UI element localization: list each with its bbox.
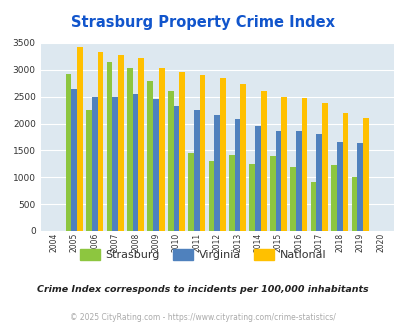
Bar <box>147 81 153 231</box>
Bar <box>86 110 92 231</box>
Bar <box>112 97 118 231</box>
Bar <box>301 98 307 231</box>
Bar <box>330 165 336 231</box>
Bar <box>118 55 124 231</box>
Bar <box>281 97 286 231</box>
Bar <box>351 177 356 231</box>
Bar <box>356 144 362 231</box>
Bar <box>138 58 144 231</box>
Bar <box>106 62 112 231</box>
Bar <box>179 73 185 231</box>
Bar <box>199 75 205 231</box>
Bar <box>255 126 260 231</box>
Bar <box>336 142 342 231</box>
Legend: Strasburg, Virginia, National: Strasburg, Virginia, National <box>75 245 330 265</box>
Bar <box>290 167 295 231</box>
Bar <box>260 91 266 231</box>
Bar <box>269 156 275 231</box>
Bar <box>132 94 138 231</box>
Bar <box>167 91 173 231</box>
Bar <box>66 74 71 231</box>
Bar <box>97 52 103 231</box>
Bar <box>240 84 245 231</box>
Bar <box>77 47 83 231</box>
Bar <box>220 78 225 231</box>
Bar <box>127 68 132 231</box>
Bar <box>228 155 234 231</box>
Bar <box>71 88 77 231</box>
Bar <box>275 130 281 231</box>
Text: Crime Index corresponds to incidents per 100,000 inhabitants: Crime Index corresponds to incidents per… <box>37 285 368 294</box>
Bar <box>208 161 214 231</box>
Bar <box>234 119 240 231</box>
Text: © 2025 CityRating.com - https://www.cityrating.com/crime-statistics/: © 2025 CityRating.com - https://www.city… <box>70 313 335 322</box>
Bar <box>214 115 220 231</box>
Bar <box>362 117 368 231</box>
Text: Strasburg Property Crime Index: Strasburg Property Crime Index <box>71 15 334 30</box>
Bar <box>92 97 97 231</box>
Bar <box>153 99 158 231</box>
Bar <box>295 130 301 231</box>
Bar <box>194 110 199 231</box>
Bar <box>315 134 321 231</box>
Bar <box>173 106 179 231</box>
Bar <box>158 68 164 231</box>
Bar <box>342 113 347 231</box>
Bar <box>249 164 255 231</box>
Bar <box>188 152 194 231</box>
Bar <box>321 103 327 231</box>
Bar <box>310 182 315 231</box>
